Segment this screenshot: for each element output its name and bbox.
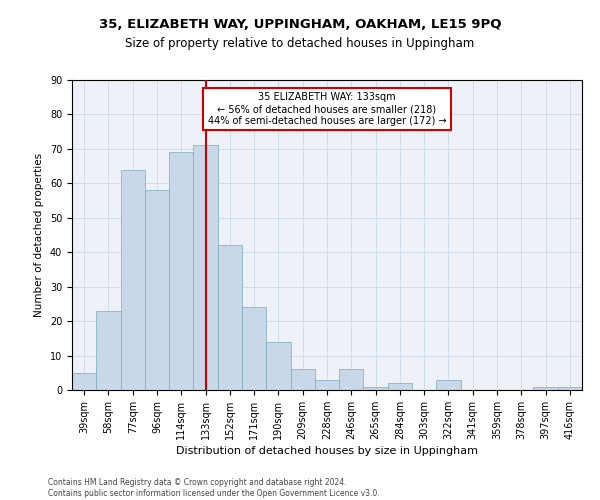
Bar [388,383,412,390]
Bar [436,380,461,390]
Text: 35, ELIZABETH WAY, UPPINGHAM, OAKHAM, LE15 9PQ: 35, ELIZABETH WAY, UPPINGHAM, OAKHAM, LE… [99,18,501,30]
Bar [242,308,266,390]
Bar [266,342,290,390]
Bar [533,386,558,390]
Bar [290,370,315,390]
X-axis label: Distribution of detached houses by size in Uppingham: Distribution of detached houses by size … [176,446,478,456]
Text: 35 ELIZABETH WAY: 133sqm
← 56% of detached houses are smaller (218)
44% of semi-: 35 ELIZABETH WAY: 133sqm ← 56% of detach… [208,92,446,126]
Bar [72,373,96,390]
Text: Size of property relative to detached houses in Uppingham: Size of property relative to detached ho… [125,38,475,51]
Y-axis label: Number of detached properties: Number of detached properties [34,153,44,317]
Bar [315,380,339,390]
Bar [169,152,193,390]
Bar [364,386,388,390]
Bar [193,146,218,390]
Bar [339,370,364,390]
Text: Contains HM Land Registry data © Crown copyright and database right 2024.
Contai: Contains HM Land Registry data © Crown c… [48,478,380,498]
Bar [145,190,169,390]
Bar [121,170,145,390]
Bar [558,386,582,390]
Bar [218,246,242,390]
Bar [96,311,121,390]
